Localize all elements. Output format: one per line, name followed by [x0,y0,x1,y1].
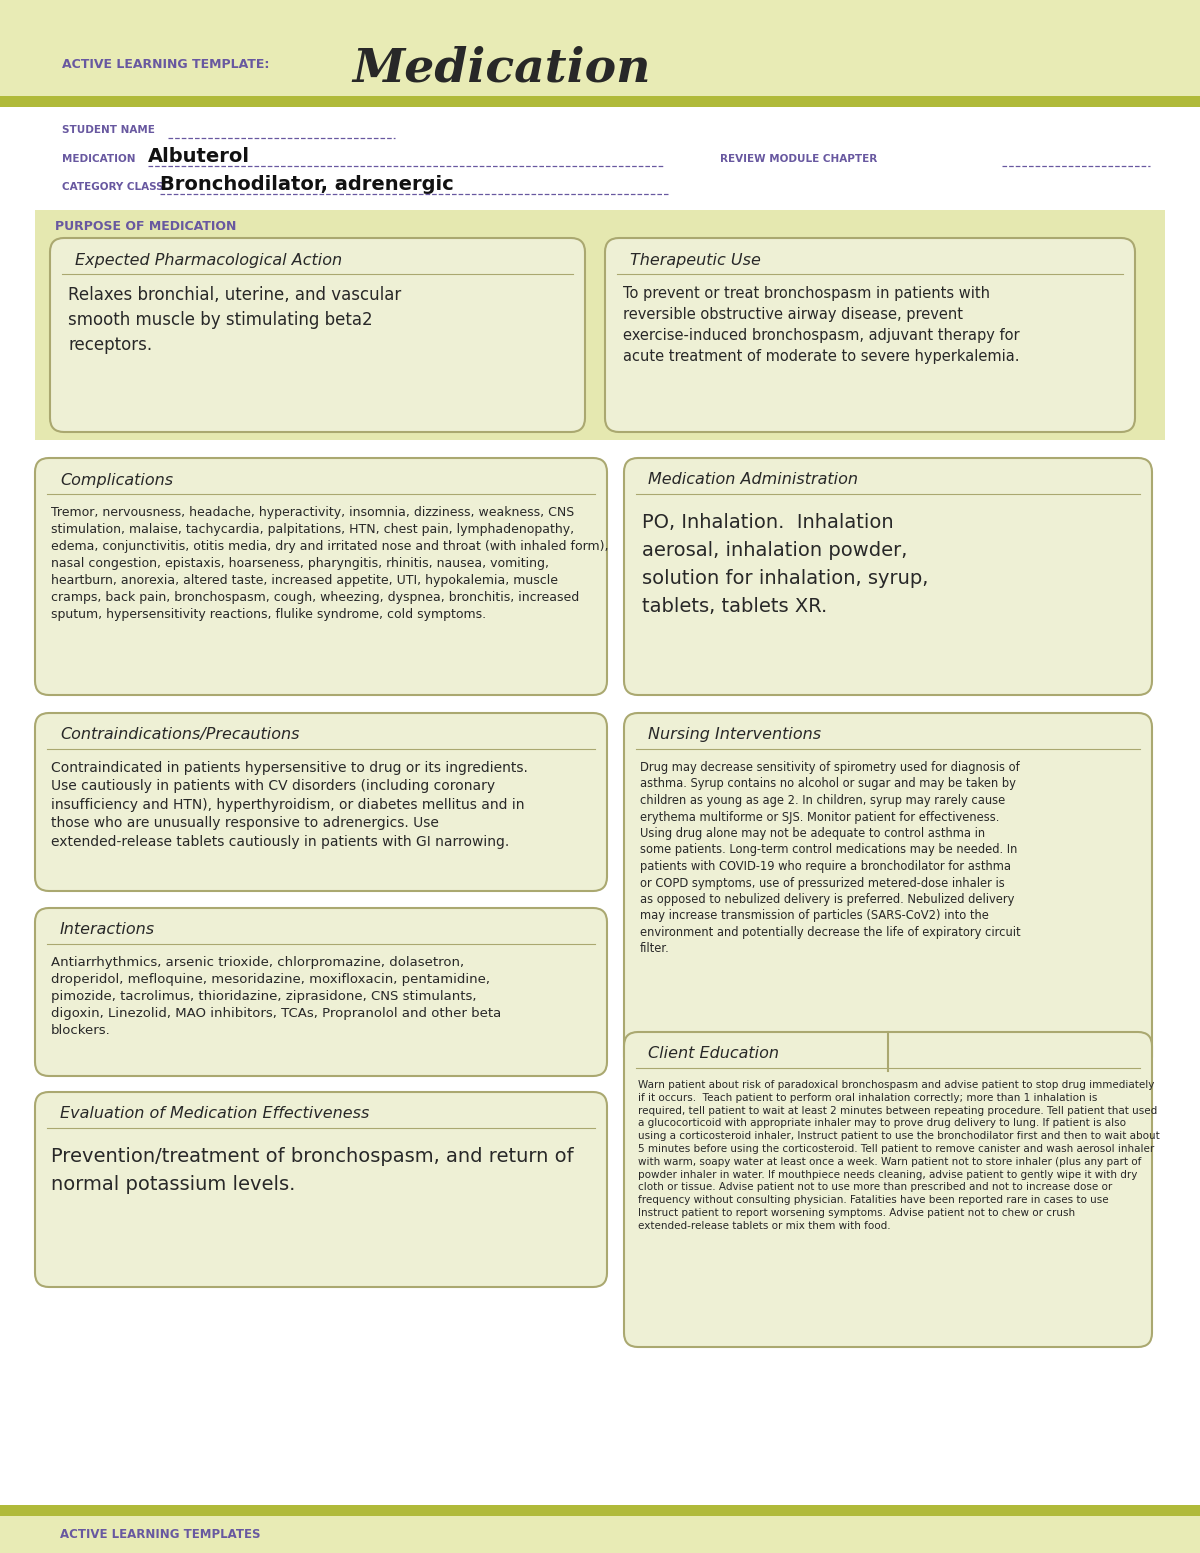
Text: Client Education: Client Education [648,1047,779,1062]
Text: Expected Pharmacological Action: Expected Pharmacological Action [74,253,342,267]
Text: Medication Administration: Medication Administration [648,472,858,488]
Text: Therapeutic Use: Therapeutic Use [630,253,761,267]
Text: Prevention/treatment of bronchospasm, and return of
normal potassium levels.: Prevention/treatment of bronchospasm, an… [50,1148,574,1194]
Bar [0,1505,1200,1516]
Bar [0,96,1200,107]
Text: Warn patient about risk of paradoxical bronchospasm and advise patient to stop d: Warn patient about risk of paradoxical b… [638,1079,1159,1232]
Text: Contraindications/Precautions: Contraindications/Precautions [60,727,300,742]
Bar [35,210,1165,439]
Text: PURPOSE OF MEDICATION: PURPOSE OF MEDICATION [55,219,236,233]
Bar [0,1516,1200,1553]
Text: Interactions: Interactions [60,922,155,938]
FancyBboxPatch shape [35,458,607,696]
Bar [0,0,1200,96]
FancyBboxPatch shape [624,458,1152,696]
Text: Contraindicated in patients hypersensitive to drug or its ingredients.
Use cauti: Contraindicated in patients hypersensiti… [50,761,528,848]
Text: Bronchodilator, adrenergic: Bronchodilator, adrenergic [160,174,454,194]
Text: Medication: Medication [352,45,650,92]
Text: Tremor, nervousness, headache, hyperactivity, insomnia, dizziness, weakness, CNS: Tremor, nervousness, headache, hyperacti… [50,506,608,621]
FancyBboxPatch shape [35,1092,607,1287]
Text: STUDENT NAME: STUDENT NAME [62,124,155,135]
Text: To prevent or treat bronchospasm in patients with
reversible obstructive airway : To prevent or treat bronchospasm in pati… [623,286,1020,363]
Text: ACTIVE LEARNING TEMPLATE:: ACTIVE LEARNING TEMPLATE: [62,57,269,70]
Text: Relaxes bronchial, uterine, and vascular
smooth muscle by stimulating beta2
rece: Relaxes bronchial, uterine, and vascular… [68,286,401,354]
Text: REVIEW MODULE CHAPTER: REVIEW MODULE CHAPTER [720,154,877,165]
Text: MEDICATION: MEDICATION [62,154,136,165]
FancyBboxPatch shape [50,238,586,432]
Text: Nursing Interventions: Nursing Interventions [648,727,821,742]
Text: CATEGORY CLASS: CATEGORY CLASS [62,182,163,193]
Text: ACTIVE LEARNING TEMPLATES: ACTIVE LEARNING TEMPLATES [60,1528,260,1541]
FancyBboxPatch shape [624,713,1152,1072]
Text: PO, Inhalation.  Inhalation
aerosal, inhalation powder,
solution for inhalation,: PO, Inhalation. Inhalation aerosal, inha… [642,512,929,617]
FancyBboxPatch shape [624,1033,1152,1346]
Text: Albuterol: Albuterol [148,146,250,166]
Text: Evaluation of Medication Effectiveness: Evaluation of Medication Effectiveness [60,1106,370,1121]
FancyBboxPatch shape [35,713,607,891]
FancyBboxPatch shape [605,238,1135,432]
Text: Drug may decrease sensitivity of spirometry used for diagnosis of
asthma. Syrup : Drug may decrease sensitivity of spirome… [640,761,1021,955]
Text: Antiarrhythmics, arsenic trioxide, chlorpromazine, dolasetron,
droperidol, meflo: Antiarrhythmics, arsenic trioxide, chlor… [50,957,502,1037]
Text: Complications: Complications [60,472,173,488]
FancyBboxPatch shape [35,909,607,1076]
